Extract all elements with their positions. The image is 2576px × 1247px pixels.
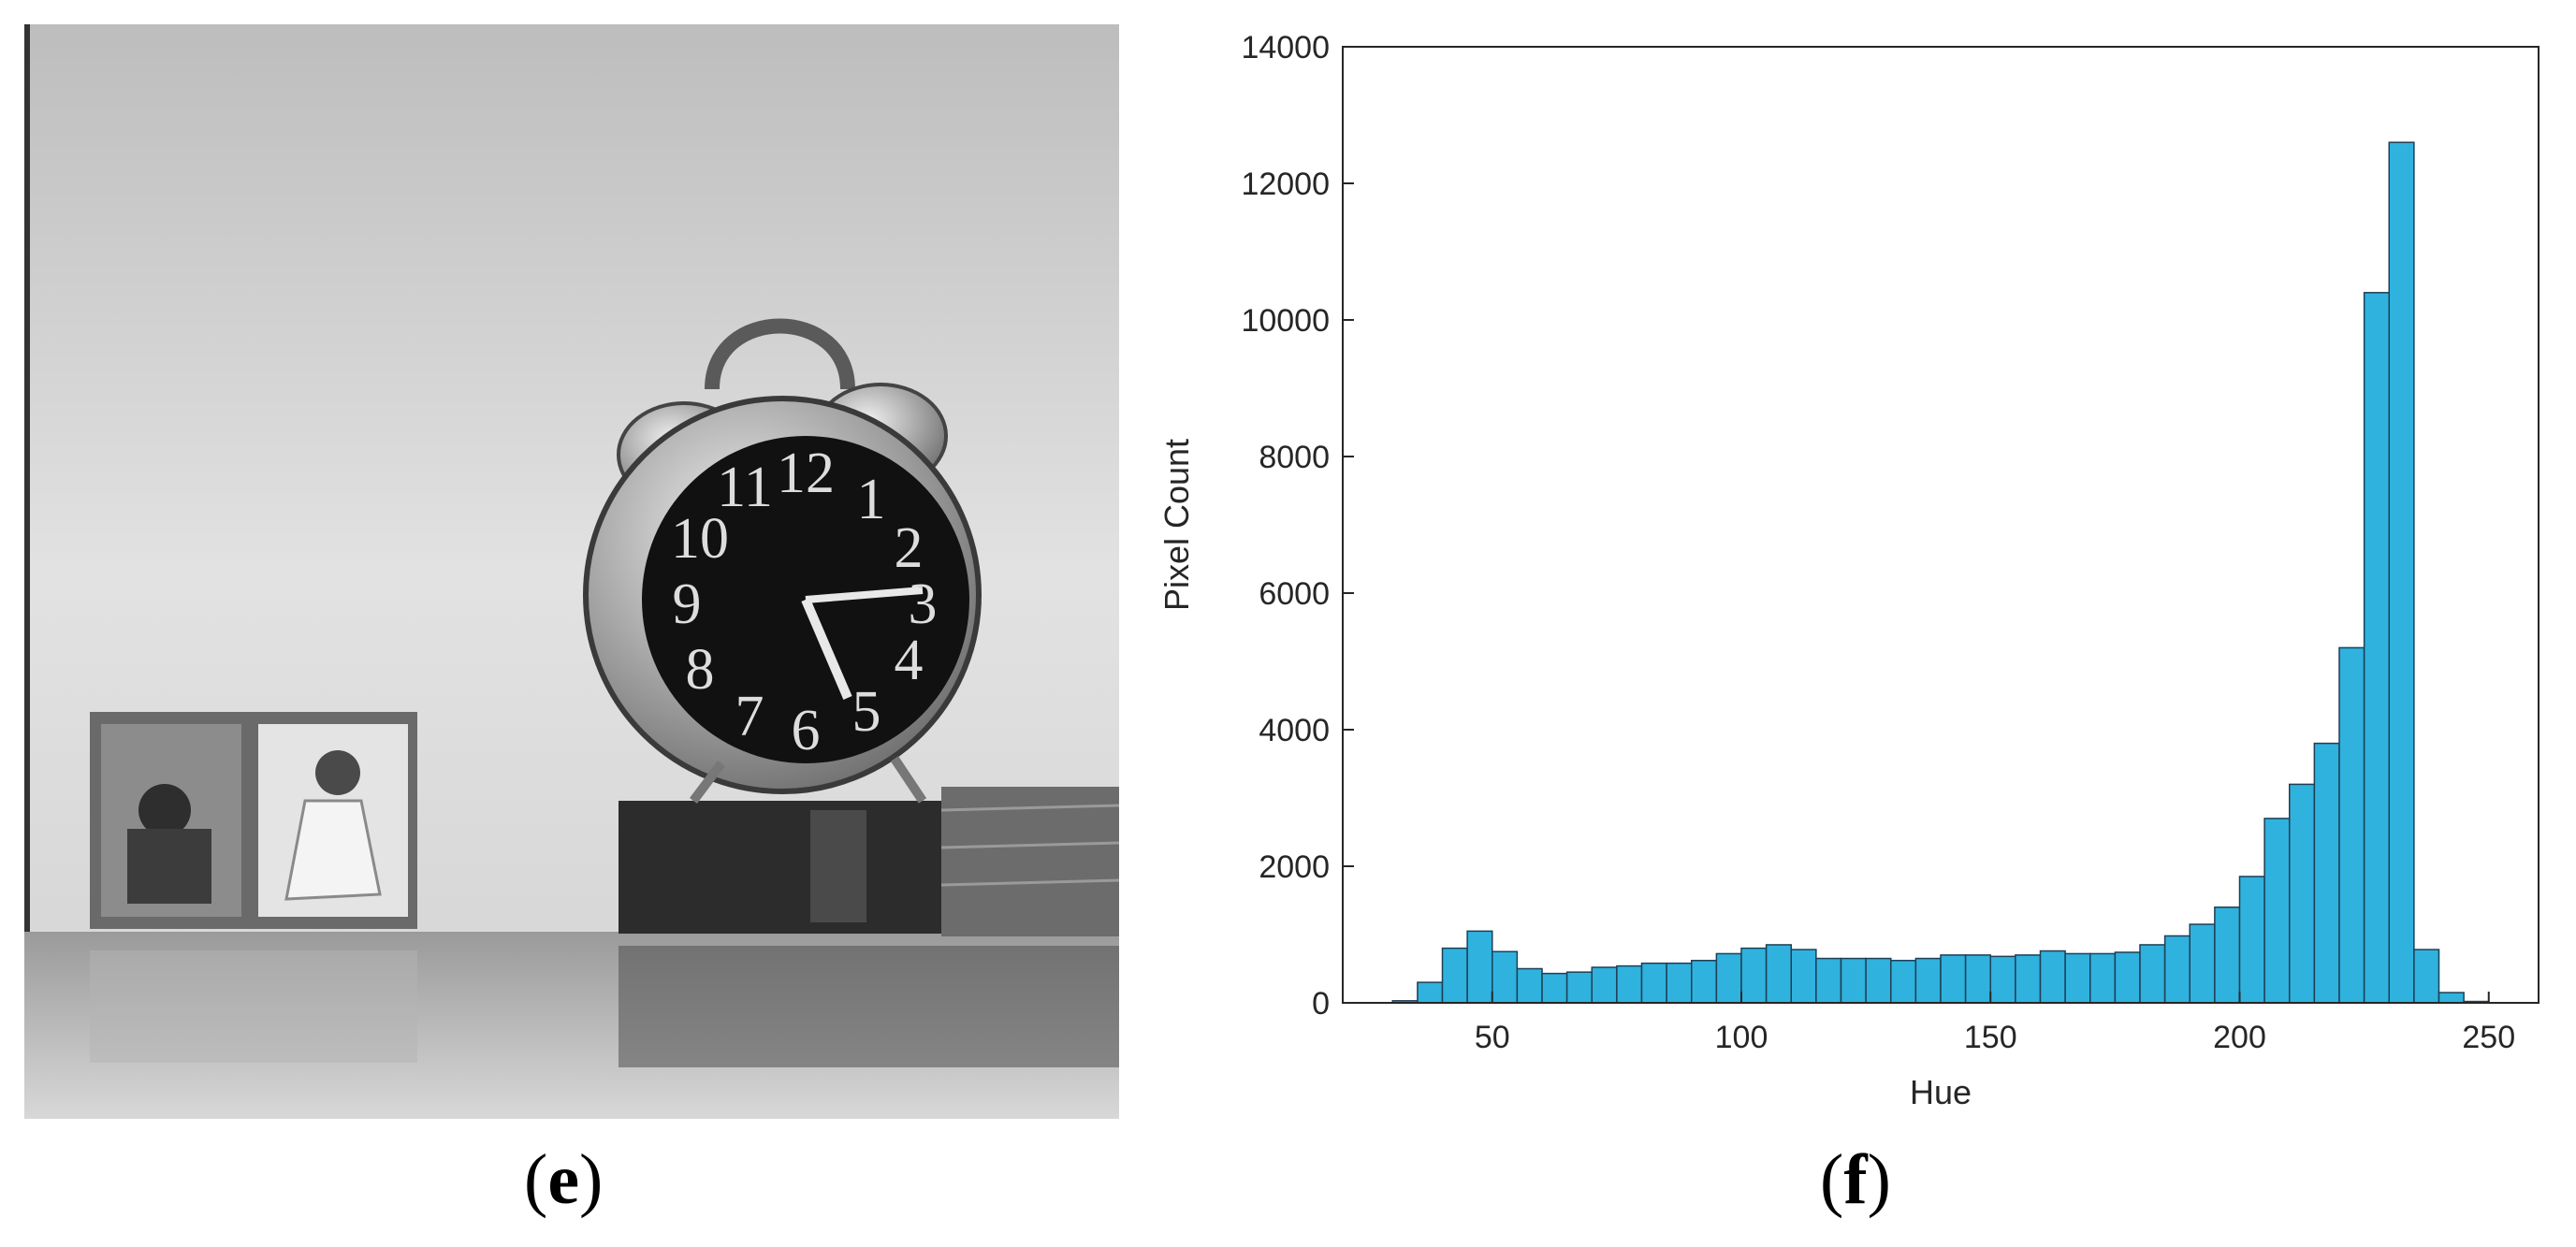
svg-text:6: 6 [792,699,821,762]
x-tick-label: 50 [1475,1020,1510,1055]
caption-e: (e) [524,1140,604,1219]
clock-numerals: 12 11 1 10 2 9 3 8 4 7 5 6 [671,442,938,762]
svg-text:1: 1 [857,468,886,531]
histogram-bar [1666,962,1693,1004]
y-ticks-group: 0 2000 4000 6000 8000 10000 12000 14000 [1241,30,1354,1022]
histogram-bar [1441,947,1468,1004]
svg-text:10: 10 [671,507,729,571]
histogram-bar [1417,981,1444,1004]
histogram-bar [2189,923,2216,1004]
y-tick-label: 2000 [1259,849,1330,885]
x-ticks-group: 50 100 150 200 250 [1475,992,2515,1055]
histogram-bar [1790,949,1817,1004]
histogram-bar [2388,141,2415,1004]
histogram-bar [2313,742,2340,1004]
histogram-bar [1865,957,1892,1004]
histogram-bar [2238,876,2265,1004]
histogram-bar [2163,935,2190,1004]
svg-text:4: 4 [895,629,924,692]
hue-histogram-chart: 50 100 150 200 250 0 2000 4000 6000 8000 10000 120… [1151,0,2576,1151]
svg-text:9: 9 [673,573,702,636]
axes-box [1342,46,2540,1004]
x-tick-label: 150 [1964,1020,2017,1055]
histogram-bar [1890,959,1917,1004]
histogram-bar [1840,957,1867,1004]
x-axis-label: Hue [1910,1073,1972,1111]
photo-frame [90,712,417,1063]
svg-text:2: 2 [895,516,924,580]
histogram-bar [1565,971,1593,1004]
histogram-bar [1492,950,1519,1004]
bars-group [1391,141,2490,1004]
y-tick-label: 4000 [1259,713,1330,748]
histogram-bar [1815,957,1842,1004]
svg-text:3: 3 [909,573,938,636]
histogram-svg: 50 100 150 200 250 0 2000 4000 6000 8000 10000 120… [1157,30,2540,1111]
svg-text:7: 7 [735,685,764,748]
histogram-bar [1516,967,1543,1004]
histogram-bar [2089,952,2117,1004]
histogram-bar [1541,972,1568,1004]
histogram-bar [2263,818,2291,1004]
histogram-bar [2413,949,2440,1004]
caption-f: (f) [1820,1140,1891,1219]
y-axis-label: Pixel Count [1157,439,1196,611]
histogram-bar [1989,955,2016,1004]
histogram-bar [2064,952,2091,1004]
histogram-bar [2214,906,2241,1004]
y-tick-label: 0 [1312,986,1330,1022]
photo-illustration: 12 11 1 10 2 9 3 8 4 7 5 6 [24,24,1119,1119]
y-tick-label: 12000 [1241,167,1330,202]
histogram-bar [1765,944,1792,1004]
photo-panel-e: 12 11 1 10 2 9 3 8 4 7 5 6 [24,24,1119,1119]
histogram-bar [1466,930,1493,1004]
histogram-bar [1591,966,1618,1004]
svg-text:8: 8 [686,638,715,702]
histogram-bar [1691,959,1718,1004]
y-tick-label: 6000 [1259,576,1330,612]
histogram-bar [1964,954,1991,1004]
histogram-bar [2114,951,2141,1004]
svg-text:11: 11 [717,456,773,519]
histogram-bar [1715,952,1742,1004]
y-tick-label: 14000 [1241,30,1330,65]
histogram-bar [1914,957,1942,1004]
histogram-bar [1740,947,1768,1004]
svg-text:5: 5 [852,680,881,744]
alarm-clock: 12 11 1 10 2 9 3 8 4 7 5 6 [583,318,982,804]
histogram-bar [2438,992,2465,1004]
histogram-bar [2139,944,2166,1004]
histogram-bar [1616,964,1643,1004]
x-tick-label: 250 [2462,1020,2515,1055]
book [619,787,1119,1067]
x-tick-label: 100 [1715,1020,1768,1055]
x-tick-label: 200 [2213,1020,2266,1055]
histogram-bar [2363,292,2390,1004]
y-tick-label: 10000 [1241,303,1330,339]
y-tick-label: 8000 [1259,440,1330,475]
histogram-bar [1640,962,1667,1004]
histogram-bar [1940,954,1967,1004]
svg-text:12: 12 [777,442,835,505]
histogram-bar [2039,950,2066,1004]
histogram-bar [2289,783,2316,1004]
histogram-bar [2015,954,2042,1004]
histogram-bar [2338,646,2365,1004]
